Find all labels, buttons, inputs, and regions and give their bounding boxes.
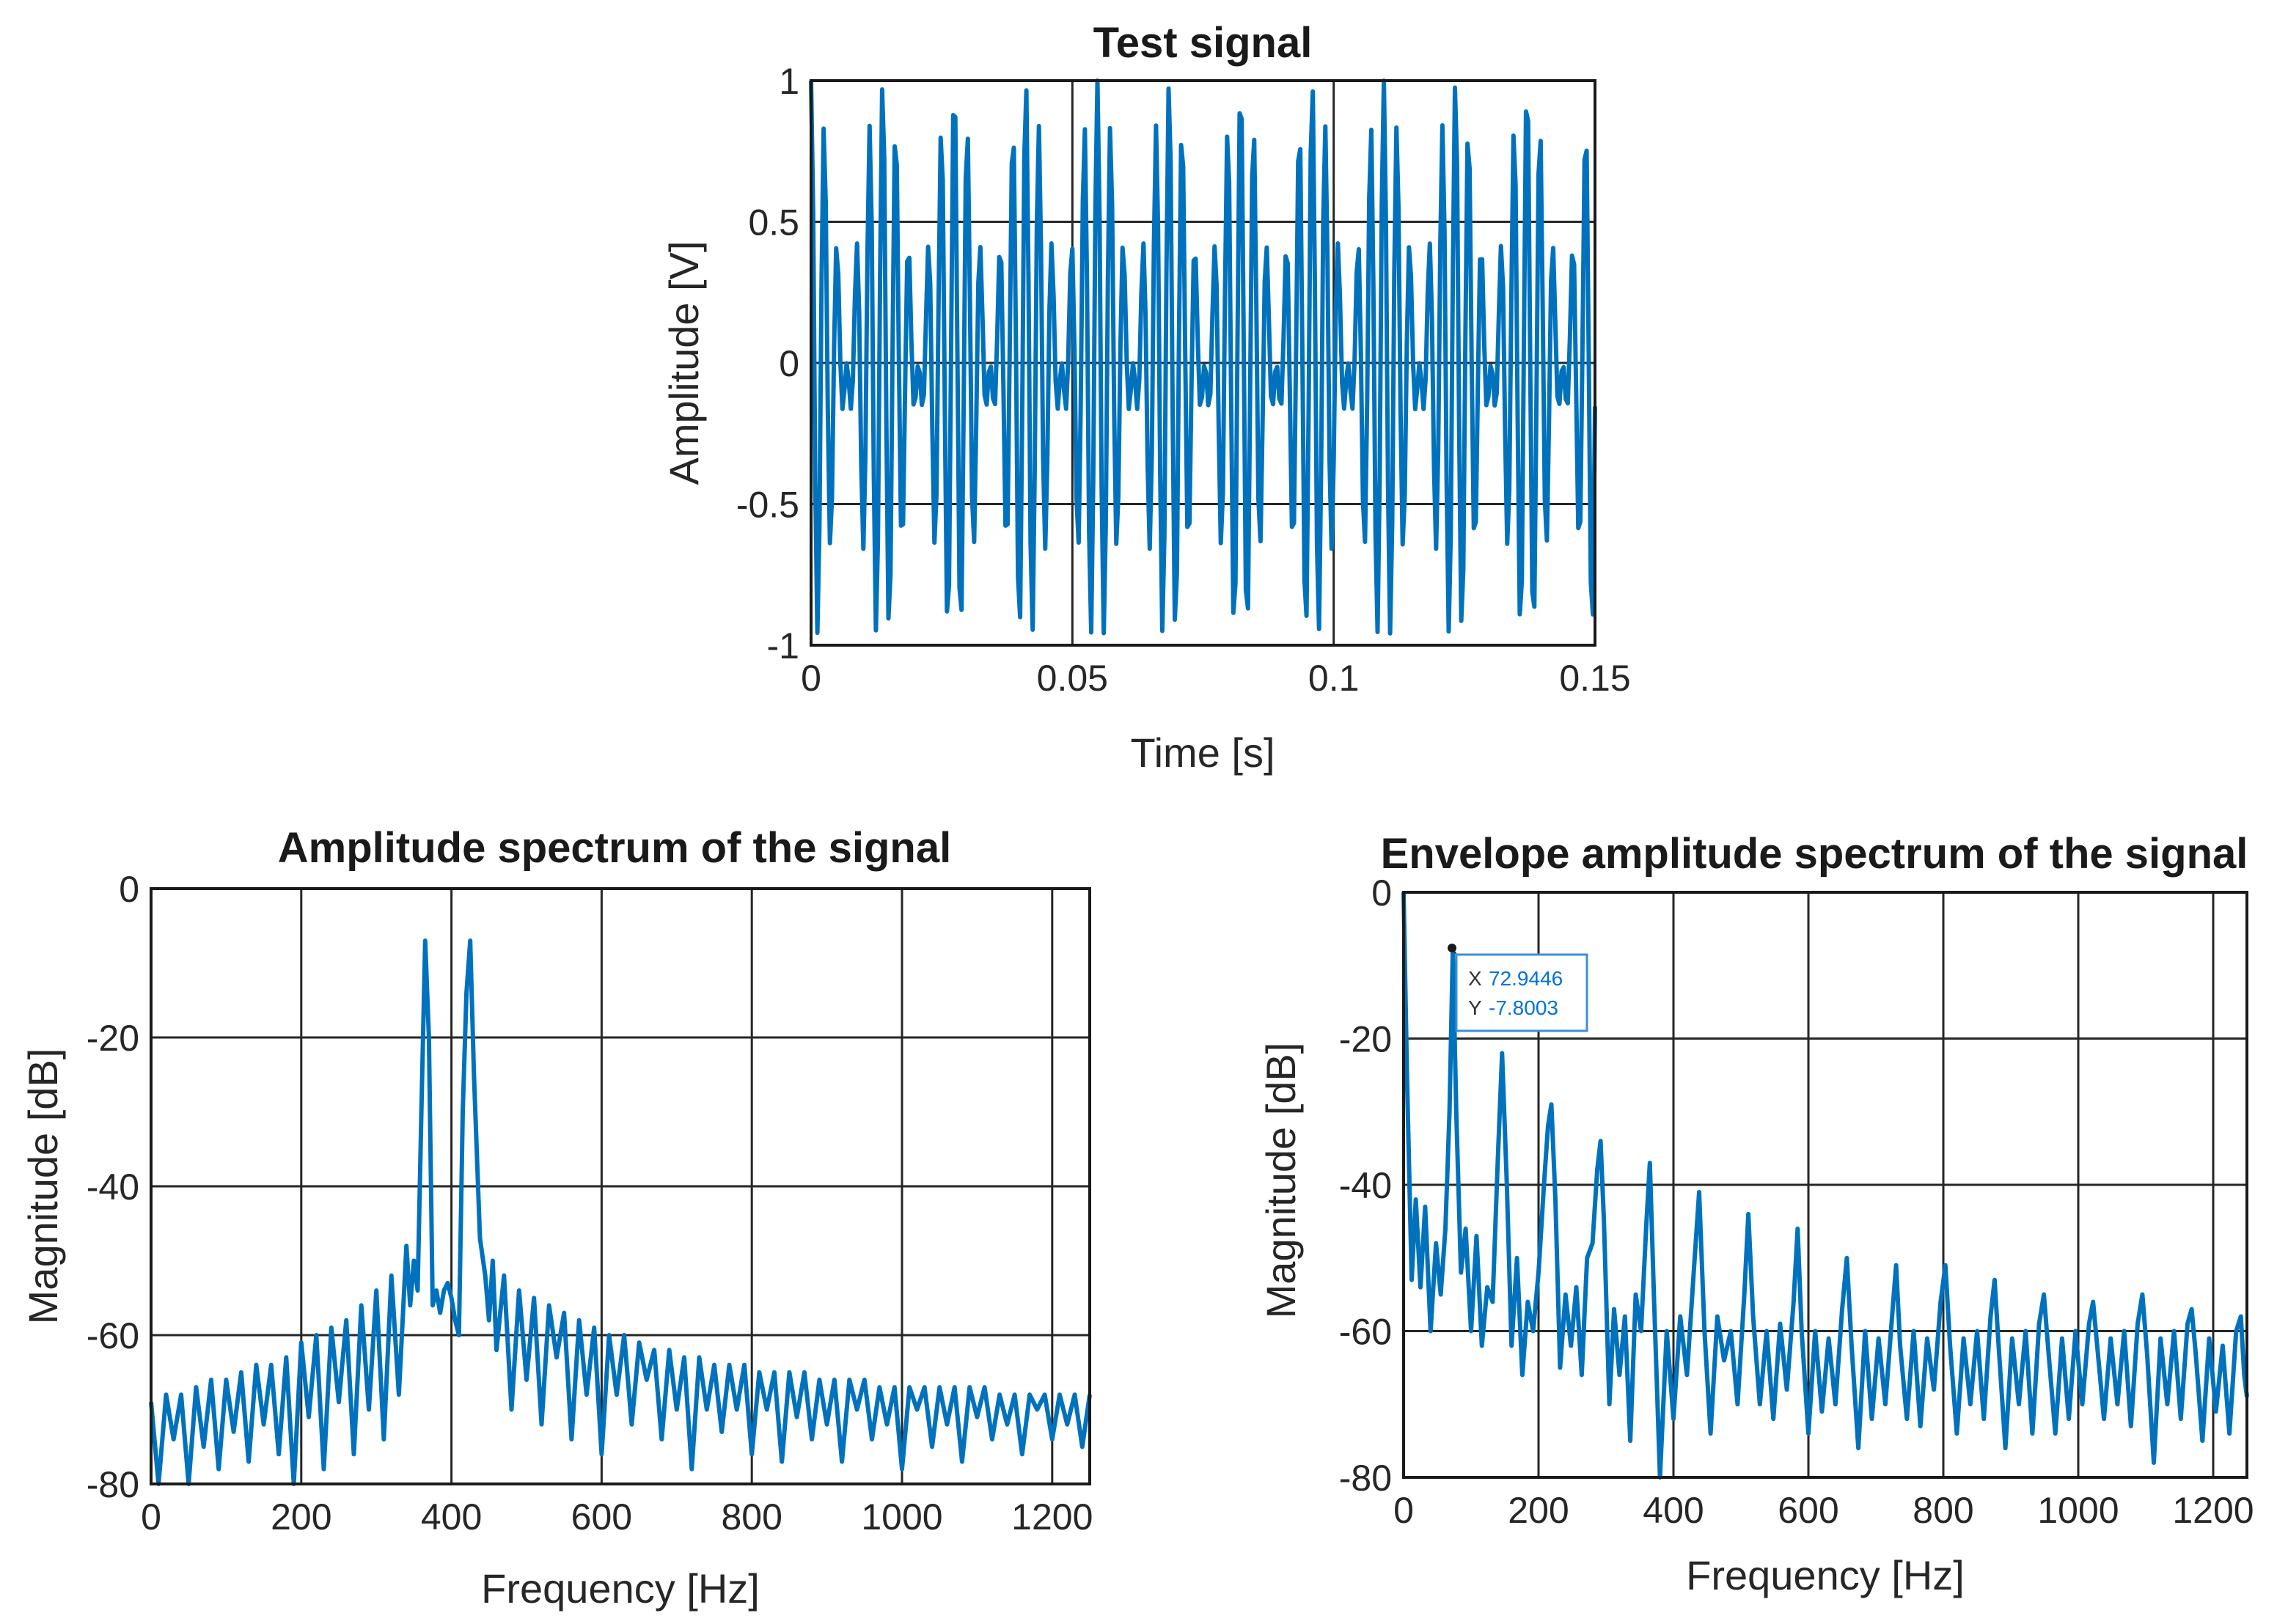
x-tick-label: 600 bbox=[1778, 1490, 1838, 1531]
x-axis-label: Frequency [Hz] bbox=[1686, 1552, 1965, 1598]
datatip-marker[interactable] bbox=[1448, 944, 1456, 952]
chart-title: Amplitude spectrum of the signal bbox=[278, 824, 951, 872]
x-tick-label: 600 bbox=[571, 1496, 632, 1537]
datatip-x-value: 72.9446 bbox=[1489, 967, 1563, 990]
datatip-y-value: -7.8003 bbox=[1489, 996, 1558, 1019]
x-tick-label: 0 bbox=[141, 1496, 161, 1537]
y-tick-label: 0 bbox=[1371, 872, 1392, 914]
series-line-signal bbox=[809, 78, 1597, 636]
y-axis-label: Magnitude [dB] bbox=[20, 1048, 66, 1325]
signal-line-group bbox=[809, 78, 1597, 636]
y-tick-label: -60 bbox=[1339, 1312, 1392, 1353]
y-tick-label: -60 bbox=[87, 1315, 139, 1356]
y-tick-label: 0.5 bbox=[748, 202, 799, 243]
chart-title: Envelope amplitude spectrum of the signa… bbox=[1381, 830, 2248, 878]
y-tick-label: -0.5 bbox=[736, 485, 799, 526]
grid bbox=[151, 889, 1090, 1484]
y-tick-label: -80 bbox=[87, 1464, 139, 1505]
y-tick-label: -40 bbox=[1339, 1165, 1392, 1206]
x-tick-label: 1200 bbox=[1011, 1496, 1093, 1537]
x-axis-label: Frequency [Hz] bbox=[481, 1565, 760, 1612]
datatip-x-label: X bbox=[1468, 967, 1482, 990]
x-tick-label: 0 bbox=[801, 658, 821, 699]
test-signal-chart: 0 0.05 0.1 0.15 1 0.5 0 -0.5 -1 Test signal Time… bbox=[661, 19, 1631, 776]
x-tick-label: 0 bbox=[1393, 1490, 1414, 1531]
x-tick-label: 1000 bbox=[861, 1496, 942, 1537]
y-tick-label: -20 bbox=[87, 1018, 139, 1059]
x-tick-label: 0.05 bbox=[1037, 658, 1108, 699]
x-axis-label: Time [s] bbox=[1130, 730, 1275, 776]
datatip-y-label: Y bbox=[1468, 996, 1482, 1019]
x-tick-label: 200 bbox=[1508, 1490, 1569, 1531]
envelope-spectrum-chart: 0 200 400 600 800 1000 1200 0 -20 -40 -60 -80 Envel… bbox=[1258, 830, 2254, 1598]
y-tick-label: -40 bbox=[87, 1166, 139, 1208]
datatip-box bbox=[1455, 953, 1588, 1032]
y-tick-label: -1 bbox=[767, 625, 799, 666]
plot-frame bbox=[150, 887, 1091, 1485]
chart-title: Test signal bbox=[1093, 19, 1313, 67]
y-tick-label: 1 bbox=[779, 61, 799, 102]
x-tick-label: 1200 bbox=[2172, 1490, 2254, 1531]
y-axis-label: Magnitude [dB] bbox=[1258, 1043, 1304, 1319]
datatip[interactable]: X 72.9446 Y -7.8003 bbox=[1448, 944, 1588, 1032]
x-tick-label: 0.15 bbox=[1559, 658, 1630, 699]
y-axis-label: Amplitude [V] bbox=[661, 240, 707, 485]
spectrum-line-group bbox=[149, 938, 1092, 1486]
plot-frame bbox=[1402, 891, 2248, 1479]
x-tick-label: 800 bbox=[1913, 1490, 1973, 1531]
y-tick-label: 0 bbox=[779, 343, 799, 384]
tick-labels: 0 200 400 600 800 1000 1200 0 -20 -40 -60 -80 bbox=[87, 869, 1093, 1537]
x-tick-label: 400 bbox=[1643, 1490, 1704, 1531]
y-tick-label: -20 bbox=[1339, 1019, 1392, 1060]
tick-labels: 0 0.05 0.1 0.15 1 0.5 0 -0.5 -1 bbox=[736, 61, 1631, 699]
series-line-envelope bbox=[1401, 892, 2249, 1480]
x-tick-label: 400 bbox=[421, 1496, 482, 1537]
y-tick-label: 0 bbox=[119, 869, 139, 910]
tick-labels: 0 200 400 600 800 1000 1200 0 -20 -40 -60 -80 bbox=[1339, 872, 2254, 1531]
envelope-line-group bbox=[1401, 892, 2249, 1480]
amplitude-spectrum-chart: 0 200 400 600 800 1000 1200 0 -20 -40 -60 -80 Ampli… bbox=[20, 824, 1093, 1612]
x-tick-label: 1000 bbox=[2037, 1490, 2119, 1531]
series-line-spectrum bbox=[149, 938, 1092, 1486]
x-tick-label: 0.1 bbox=[1308, 658, 1360, 699]
plot-frame bbox=[810, 79, 1596, 647]
x-tick-label: 800 bbox=[721, 1496, 782, 1537]
y-tick-label: -80 bbox=[1339, 1458, 1392, 1499]
x-tick-label: 200 bbox=[271, 1496, 331, 1537]
